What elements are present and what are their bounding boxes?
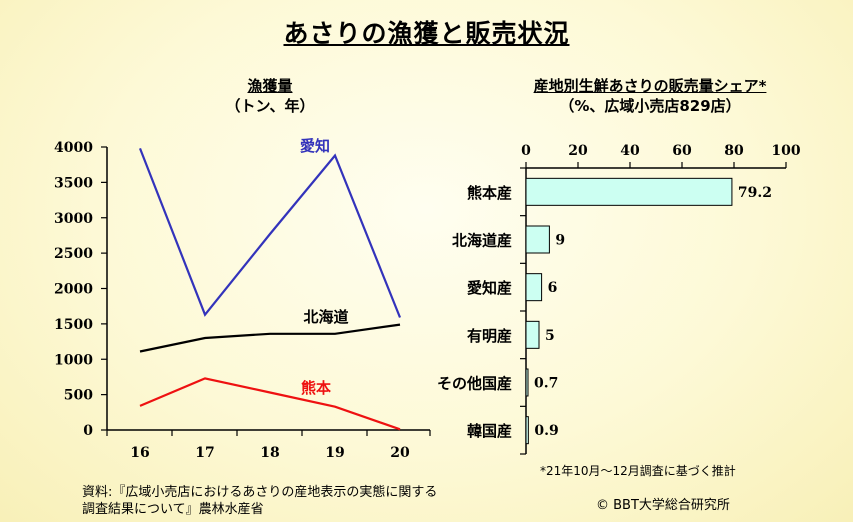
left-chart-title: 漁獲量 [247,77,293,95]
y-tick-label: 3000 [54,211,93,227]
x-tick-label: 18 [260,445,279,461]
value-label: 0.9 [534,423,558,439]
x-tick-label: 19 [325,445,344,461]
x-tick-label: 0 [521,143,531,159]
x-tick-label: 16 [130,445,149,461]
y-tick-label: 500 [64,388,93,404]
y-tick-label: 3500 [54,175,93,191]
x-tick-label: 17 [195,445,214,461]
x-tick-label: 40 [620,143,640,159]
y-tick-label: 1500 [54,317,93,333]
bar [525,177,733,206]
series-label-3: 熊本 [301,379,331,397]
series-line-2 [139,323,401,353]
source-line-1: 資料:『広域小売店におけるあさりの産地表示の実態に関する [82,485,438,500]
y-tick-label: 2500 [54,246,93,262]
category-label: その他国産 [437,375,512,393]
value-label: 9 [555,233,565,249]
x-tick-label: 20 [568,143,588,159]
y-tick-label: 1000 [54,352,93,368]
bar [525,273,543,302]
category-label: 韓国産 [467,422,512,440]
value-label: 5 [545,328,555,344]
page-title: あさりの漁獲と販売状況 [283,19,570,48]
source-line-2: 調査結果について』農林水産省 [82,502,264,517]
category-label: 愛知産 [467,279,512,297]
x-tick-label: 100 [771,143,800,159]
x-tick-label: 20 [390,445,410,461]
category-label: 有明産 [467,327,512,345]
series-line-1 [138,147,402,318]
x-tick-label: 60 [672,143,692,159]
category-label: 北海道産 [452,232,512,250]
bar [525,320,540,349]
copyright: © BBT大学総合研究所 [596,498,730,513]
survey-footnote: *21年10月～12月調査に基づく推計 [540,464,736,478]
bar [525,416,529,445]
value-label: 79.2 [738,185,772,201]
x-tick-label: 80 [724,143,744,159]
value-label: 6 [548,280,558,296]
right-chart-header: 産地別生鮮あさりの販売量シェア* （%、広域小売店829店） [480,76,820,116]
left-chart-unit: （トン、年） [225,97,315,115]
left-chart-header: 漁獲量 （トン、年） [120,76,420,116]
series-label-2: 北海道 [303,308,348,326]
y-tick-label: 4000 [54,140,93,156]
bar [525,368,529,397]
right-chart-title: 産地別生鮮あさりの販売量シェア* [533,77,767,95]
bar [525,225,550,254]
source-note: 資料:『広域小売店におけるあさりの産地表示の実態に関する 調査結果について』農林… [82,484,437,518]
right-chart-unit: （%、広域小売店829店） [559,97,741,115]
y-tick-label: 2000 [54,282,93,298]
series-line-3 [139,377,401,431]
series-label-1: 愛知 [300,137,330,155]
value-label: 0.7 [534,376,558,392]
category-label: 熊本産 [467,184,512,202]
y-tick-label: 0 [83,423,93,439]
